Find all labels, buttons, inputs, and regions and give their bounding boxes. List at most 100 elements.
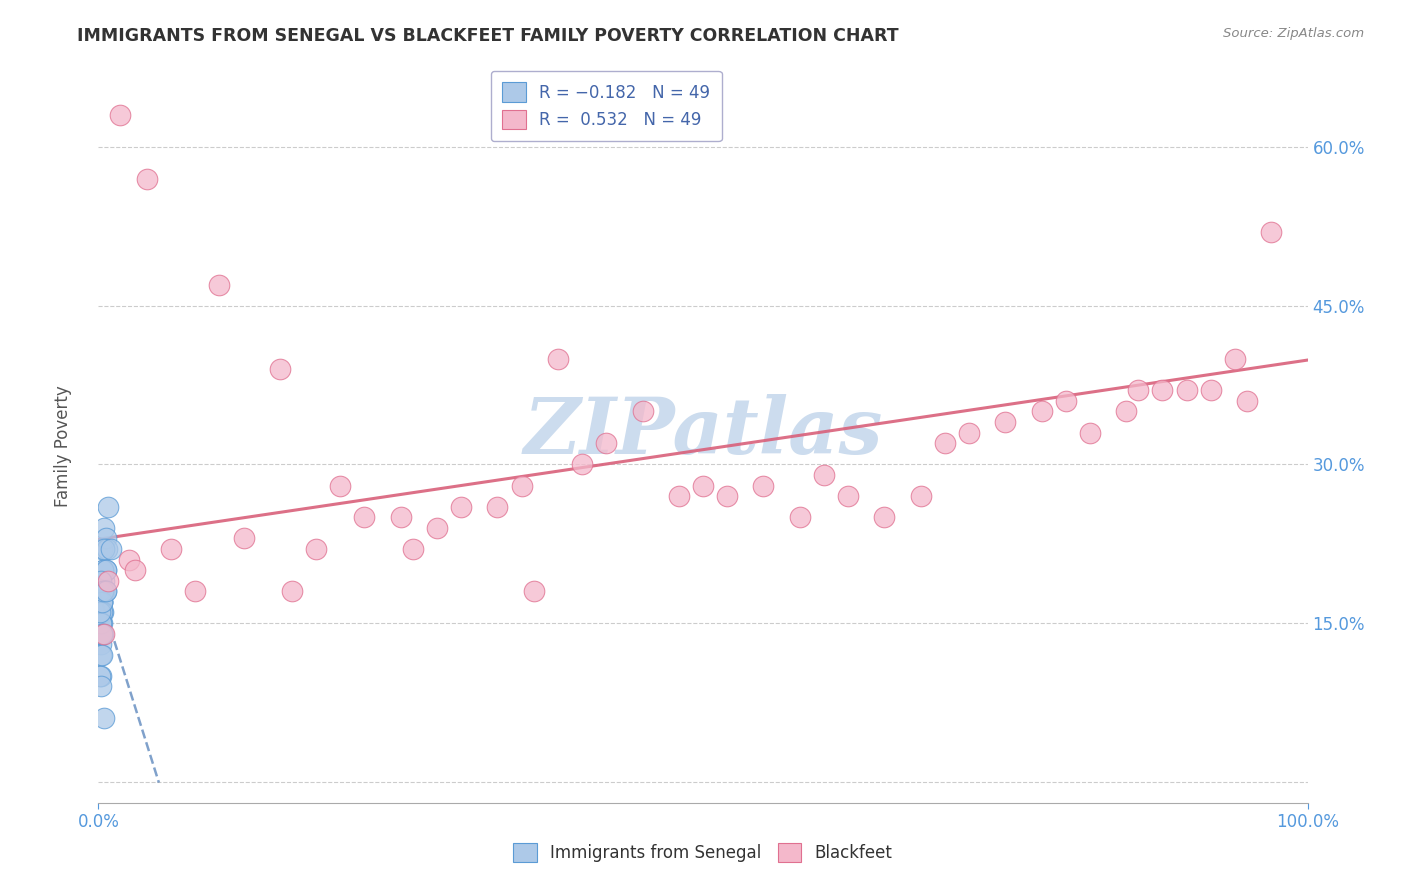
Point	[1031, 404, 1053, 418]
Point	[1152, 384, 1174, 398]
Text: ZIPatlas: ZIPatlas	[523, 394, 883, 471]
Point	[93, 584, 115, 599]
Point	[90, 615, 112, 630]
Point	[184, 584, 207, 599]
Point	[631, 404, 654, 418]
Point	[450, 500, 472, 514]
Point	[93, 521, 115, 535]
Point	[910, 489, 932, 503]
Point	[523, 584, 546, 599]
Point	[1054, 393, 1077, 408]
Point	[329, 478, 352, 492]
Point	[90, 637, 112, 651]
Point	[426, 521, 449, 535]
Point	[269, 362, 291, 376]
Point	[305, 541, 328, 556]
Point	[90, 680, 112, 694]
Point	[510, 478, 533, 492]
Point	[94, 584, 117, 599]
Point	[752, 478, 775, 492]
Point	[93, 574, 115, 588]
Point	[97, 500, 120, 514]
Point	[94, 563, 117, 577]
Point	[281, 584, 304, 599]
Point	[90, 626, 112, 640]
Point	[91, 584, 114, 599]
Point	[135, 171, 157, 186]
Point	[91, 563, 114, 577]
Point	[789, 510, 811, 524]
Point	[486, 500, 509, 514]
Point	[668, 489, 690, 503]
Point	[1199, 384, 1222, 398]
Point	[402, 541, 425, 556]
Point	[91, 606, 114, 620]
Point	[94, 532, 117, 546]
Point	[353, 510, 375, 524]
Point	[108, 108, 131, 122]
Point	[89, 606, 111, 620]
Point	[90, 606, 112, 620]
Point	[1078, 425, 1101, 440]
Point	[1128, 384, 1150, 398]
Point	[232, 532, 254, 546]
Point	[91, 541, 114, 556]
Point	[716, 489, 738, 503]
Text: IMMIGRANTS FROM SENEGAL VS BLACKFEET FAMILY POVERTY CORRELATION CHART: IMMIGRANTS FROM SENEGAL VS BLACKFEET FAM…	[77, 27, 898, 45]
Point	[91, 648, 114, 662]
Point	[208, 277, 231, 292]
Point	[1260, 225, 1282, 239]
Point	[994, 415, 1017, 429]
Point	[118, 552, 141, 566]
Point	[90, 615, 112, 630]
Point	[91, 595, 114, 609]
Point	[94, 584, 117, 599]
Point	[813, 467, 835, 482]
Point	[957, 425, 980, 440]
Point	[93, 541, 115, 556]
Point	[96, 541, 118, 556]
Point	[90, 574, 112, 588]
Point	[89, 626, 111, 640]
Point	[91, 606, 114, 620]
Point	[100, 541, 122, 556]
Point	[91, 626, 114, 640]
Point	[91, 595, 114, 609]
Point	[1115, 404, 1137, 418]
Point	[91, 615, 114, 630]
Point	[90, 669, 112, 683]
Point	[91, 606, 114, 620]
Point	[91, 584, 114, 599]
Point	[91, 595, 114, 609]
Point	[90, 615, 112, 630]
Point	[837, 489, 859, 503]
Point	[91, 626, 114, 640]
Point	[89, 584, 111, 599]
Point	[692, 478, 714, 492]
Point	[91, 584, 114, 599]
Point	[873, 510, 896, 524]
Point	[90, 595, 112, 609]
Point	[94, 563, 117, 577]
Point	[89, 584, 111, 599]
Text: Source: ZipAtlas.com: Source: ZipAtlas.com	[1223, 27, 1364, 40]
Point	[1175, 384, 1198, 398]
Point	[571, 458, 593, 472]
Legend: Immigrants from Senegal, Blackfeet: Immigrants from Senegal, Blackfeet	[506, 836, 900, 869]
Point	[547, 351, 569, 366]
Point	[90, 648, 112, 662]
Point	[91, 595, 114, 609]
Point	[389, 510, 412, 524]
Point	[91, 626, 114, 640]
Point	[89, 669, 111, 683]
Point	[89, 626, 111, 640]
Point	[934, 436, 956, 450]
Point	[93, 626, 115, 640]
Point	[93, 584, 115, 599]
Point	[91, 563, 114, 577]
Point	[595, 436, 617, 450]
Text: Family Poverty: Family Poverty	[55, 385, 72, 507]
Point	[124, 563, 146, 577]
Point	[97, 574, 120, 588]
Point	[1223, 351, 1246, 366]
